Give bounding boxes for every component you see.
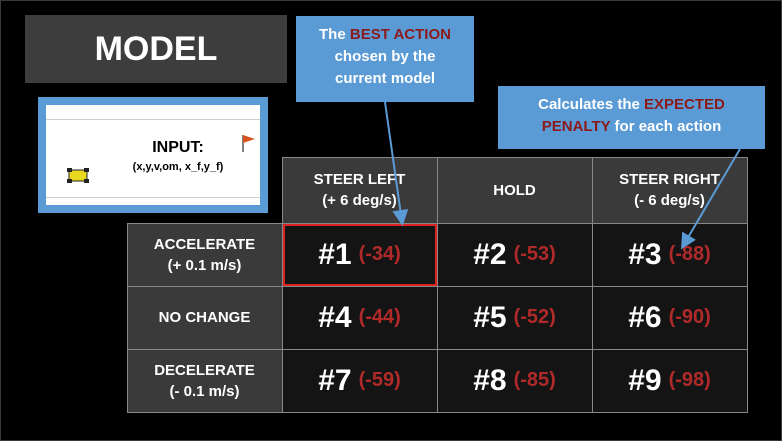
row-header-line1: NO CHANGE	[158, 309, 251, 326]
action-penalty: (-34)	[358, 243, 401, 265]
callout-text: The	[319, 26, 346, 43]
action-id: #3	[628, 237, 662, 271]
flag-icon	[242, 135, 255, 152]
action-cell-3: #3 (-88)	[591, 222, 748, 287]
col-header-line2: (- 6 deg/s)	[634, 192, 705, 209]
col-header-line2: (+ 6 deg/s)	[322, 192, 397, 209]
input-label: INPUT:	[152, 139, 204, 156]
action-cell-7: #7 (-59)	[281, 348, 438, 413]
callout-highlight: PENALTY	[541, 118, 611, 135]
action-id: #5	[473, 300, 507, 334]
callout-text: for each action	[614, 118, 722, 135]
action-id: #8	[473, 363, 507, 397]
col-header-line1: STEER RIGHT	[619, 171, 720, 188]
action-id: #7	[318, 363, 352, 397]
row-header-line1: ACCELERATE	[153, 235, 256, 253]
action-id: #4	[318, 300, 352, 334]
expected-penalty-callout: Calculates the EXPECTED PENALTY for each…	[498, 86, 765, 149]
callout-text: Calculates the	[538, 96, 640, 113]
callout-text: chosen by the	[334, 48, 436, 65]
action-penalty: (-59)	[358, 369, 401, 391]
row-header-line2: (- 0.1 m/s)	[169, 382, 240, 400]
row-header-accelerate: ACCELERATE (+ 0.1 m/s)	[126, 222, 283, 287]
action-cell-9: #9 (-98)	[591, 348, 748, 413]
action-id: #9	[628, 363, 662, 397]
best-action-arrow	[384, 101, 409, 226]
action-penalty: (-88)	[668, 243, 711, 265]
action-cell-8: #8 (-85)	[436, 348, 593, 413]
row-header-line1: DECELERATE	[154, 361, 255, 379]
action-cell-1: #1 (-34)	[281, 222, 438, 287]
input-panel-line	[46, 197, 260, 198]
row-header-decelerate: DECELERATE (- 0.1 m/s)	[126, 348, 283, 413]
action-cell-6: #6 (-90)	[591, 285, 748, 350]
col-header-line1: STEER LEFT	[313, 171, 406, 188]
action-penalty-table: STEER LEFT (+ 6 deg/s) HOLD STEER RIGHT (-…	[126, 156, 748, 413]
model-title: MODEL	[25, 15, 287, 83]
action-cell-4: #4 (-44)	[281, 285, 438, 350]
input-variables: (x,y,v,om, x_f,y_f)	[132, 161, 224, 173]
callout-text: current model	[334, 70, 436, 87]
input-panel-line	[46, 119, 260, 120]
action-id: #1	[318, 237, 352, 271]
row-header-no-change: NO CHANGE	[126, 285, 283, 350]
input-box: INPUT: (x,y,v,om, x_f,y_f)	[38, 97, 268, 213]
best-action-callout: The BEST ACTION chosen by the current mo…	[296, 16, 474, 102]
action-penalty: (-98)	[668, 369, 711, 391]
row-header-line2: (+ 0.1 m/s)	[167, 256, 242, 274]
action-cell-2: #2 (-53)	[436, 222, 593, 287]
callout-highlight: EXPECTED	[644, 96, 725, 113]
expected-penalty-arrow	[680, 148, 741, 250]
callout-highlight: BEST ACTION	[349, 26, 451, 43]
action-penalty: (-85)	[513, 369, 556, 391]
action-penalty: (-52)	[513, 306, 556, 328]
action-cell-5: #5 (-52)	[436, 285, 593, 350]
input-panel: INPUT: (x,y,v,om, x_f,y_f)	[46, 105, 260, 205]
action-id: #6	[628, 300, 662, 334]
action-penalty: (-53)	[513, 243, 556, 265]
col-header-hold: HOLD	[436, 156, 593, 224]
action-penalty: (-90)	[668, 306, 711, 328]
car-icon	[67, 168, 89, 183]
action-penalty: (-44)	[358, 306, 401, 328]
action-id: #2	[473, 237, 507, 271]
col-header-line1: HOLD	[493, 181, 536, 199]
col-header-steer-right: STEER RIGHT (- 6 deg/s)	[591, 156, 748, 224]
